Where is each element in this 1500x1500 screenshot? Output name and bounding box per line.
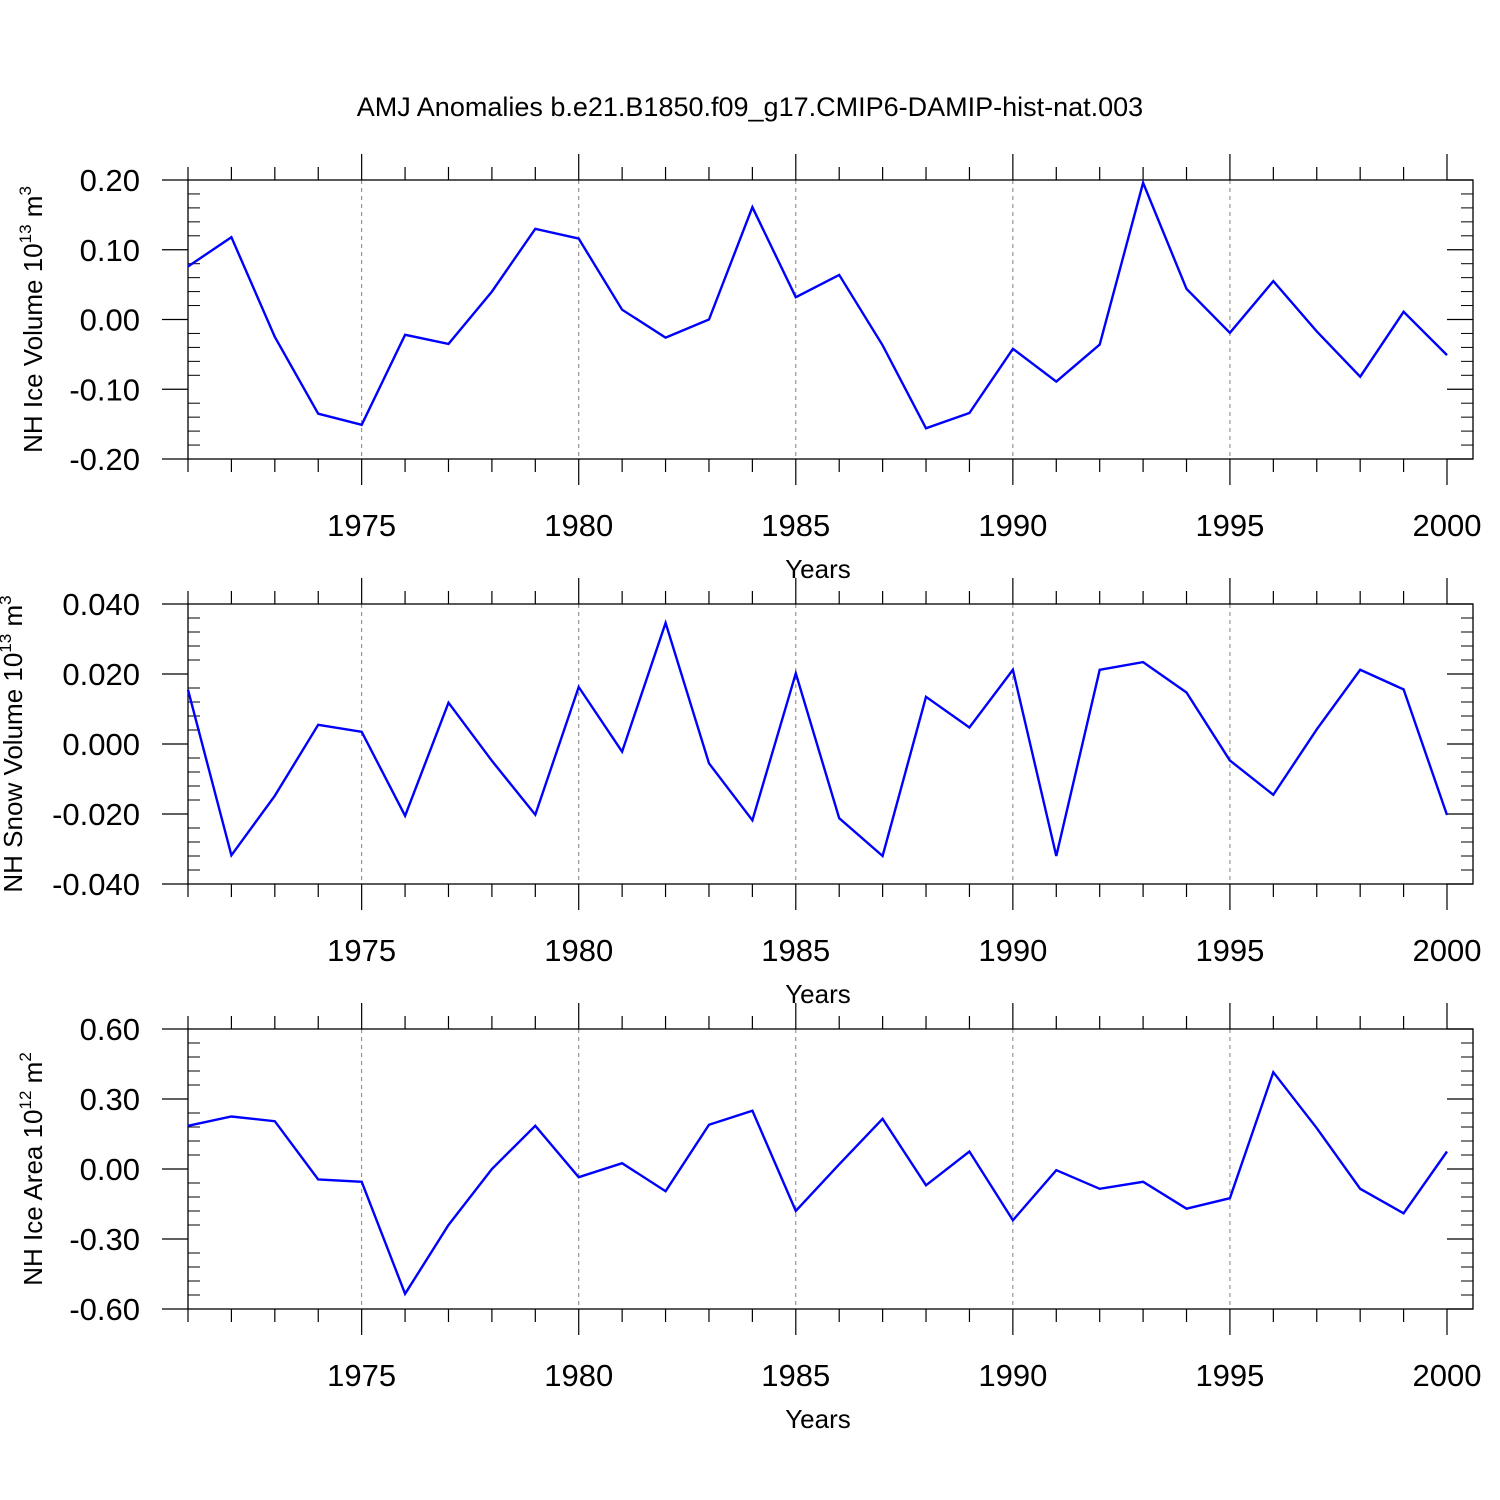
y-tick-label: 0.20: [80, 163, 140, 198]
y-tick-label: -0.60: [69, 1292, 140, 1327]
y-tick-label: 0.00: [80, 1152, 140, 1187]
chart-title: AMJ Anomalies b.e21.B1850.f09_g17.CMIP6-…: [357, 92, 1143, 122]
x-tick-label: 1995: [1195, 933, 1264, 968]
plot-frame: [187, 179, 1474, 460]
y-tick-label: -0.10: [69, 372, 140, 407]
x-tick-label: 1980: [544, 1358, 613, 1393]
x-tick-label: 1975: [327, 1358, 396, 1393]
x-tick-label: 1985: [761, 1358, 830, 1393]
plot-frame: [187, 603, 1474, 885]
panel-2: -0.040 -0.020 0.000 0.020 0.040 1975 1980 1985 1…: [0, 578, 1481, 1009]
x-tick-label: 1980: [544, 933, 613, 968]
x-tick-label: 1980: [544, 508, 613, 543]
y-tick-label: -0.040: [52, 867, 140, 902]
panel-1: -0.20 -0.10 0.00 0.10 0.20 1975 1980 1985 1990 19…: [16, 154, 1481, 584]
x-tick-label: 1975: [327, 933, 396, 968]
y-axis-label: NH Ice Area 1012 m2: [16, 1052, 48, 1286]
y-tick-label: 0.040: [62, 587, 140, 622]
series-line: [187, 1069, 1448, 1297]
panel-3: -0.60 -0.30 0.00 0.30 0.60 1975 1980 1985 1990 19…: [16, 1003, 1481, 1434]
series-line: [186, 619, 1449, 859]
x-tick-label: 1985: [761, 933, 830, 968]
y-tick-label: 0.00: [80, 303, 140, 338]
y-tick-label: 0.60: [80, 1012, 140, 1047]
x-tick-label: 1985: [761, 508, 830, 543]
x-axis-label: Years: [785, 1404, 851, 1434]
x-tick-label: 2000: [1413, 1358, 1482, 1393]
y-tick-label: -0.30: [69, 1222, 140, 1257]
y-tick-label: 0.10: [80, 233, 140, 268]
y-tick-label: 0.020: [62, 657, 140, 692]
y-axis-label: NH Snow Volume 1013 m3: [0, 595, 28, 892]
y-axis-label: NH Ice Volume 1013 m3: [16, 186, 48, 453]
y-tick-label: 0.000: [62, 727, 140, 762]
y-tick-label: -0.20: [69, 442, 140, 477]
x-tick-label: 1975: [327, 508, 396, 543]
x-tick-label: 1990: [978, 1358, 1047, 1393]
panels: -0.20 -0.10 0.00 0.10 0.20 1975 1980 1985 1990 19…: [0, 154, 1481, 1434]
x-axis-label: Years: [785, 979, 851, 1009]
y-tick-label: 0.30: [80, 1082, 140, 1117]
plot-frame: [187, 1028, 1474, 1310]
x-tick-label: 2000: [1413, 933, 1482, 968]
x-tick-label: 1995: [1195, 1358, 1264, 1393]
y-tick-label: -0.020: [52, 797, 140, 832]
x-tick-label: 1995: [1195, 508, 1264, 543]
x-tick-label: 1990: [978, 933, 1047, 968]
series-line: [187, 179, 1448, 430]
x-axis-label: Years: [785, 554, 851, 584]
x-tick-label: 1990: [978, 508, 1047, 543]
x-tick-label: 2000: [1413, 508, 1482, 543]
